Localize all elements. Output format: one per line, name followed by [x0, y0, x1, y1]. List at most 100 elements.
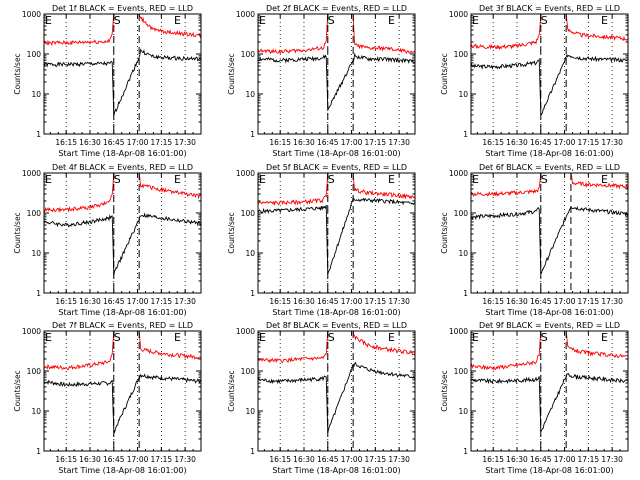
start-marker: E: [259, 173, 266, 186]
x-tick-label: 16:45: [530, 138, 552, 147]
end-marker: E: [601, 331, 608, 344]
x-axis-label: Start Time (18-Apr-08 16:01:00): [58, 466, 186, 475]
x-tick-label: 17:00: [127, 138, 149, 147]
x-tick-label: 17:15: [365, 297, 387, 306]
end-marker: E: [174, 331, 181, 344]
panel-title: Det 5f BLACK = Events, RED = LLD: [266, 163, 407, 172]
plot-frame: [43, 330, 202, 452]
y-tick-label: 100: [241, 209, 256, 218]
x-axis-label: Start Time (18-Apr-08 16:01:00): [272, 308, 400, 317]
plot-frame: [470, 330, 629, 452]
end-marker: E: [174, 14, 181, 27]
x-tick-label: 17:00: [127, 455, 149, 464]
y-tick-label: 1: [36, 289, 41, 298]
y-tick-label: 1000: [449, 10, 468, 19]
start-marker: E: [472, 173, 479, 186]
y-tick-label: 100: [454, 50, 469, 59]
x-axis-label: Start Time (18-Apr-08 16:01:00): [272, 466, 400, 475]
saa-marker: S: [328, 173, 335, 186]
saa-marker: S: [114, 14, 121, 27]
plot-frame: [257, 172, 416, 294]
panel-title: Det 6f BLACK = Events, RED = LLD: [479, 163, 620, 172]
y-tick-label: 1: [250, 130, 255, 139]
start-marker: E: [472, 14, 479, 27]
y-axis-label: Counts/sec: [227, 212, 236, 253]
y-axis-label: Counts/sec: [440, 212, 449, 253]
events-series-line: [470, 53, 629, 116]
x-axis-label: Start Time (18-Apr-08 16:01:00): [58, 149, 186, 158]
x-tick-label: 17:30: [388, 455, 410, 464]
y-tick-label: 1: [463, 289, 468, 298]
x-tick-label: 16:15: [482, 297, 504, 306]
x-tick-label: 17:30: [388, 138, 410, 147]
x-tick-label: 16:30: [293, 138, 315, 147]
x-tick-label: 17:00: [341, 455, 363, 464]
panel-title: Det 9f BLACK = Events, RED = LLD: [479, 321, 620, 330]
y-axis-label: Counts/sec: [227, 53, 236, 94]
x-tick-label: 17:15: [578, 138, 600, 147]
end-marker: E: [388, 14, 395, 27]
plot-frame: [470, 172, 629, 294]
saa-marker: S: [328, 14, 335, 27]
saa-marker: S: [541, 173, 548, 186]
x-tick-label: 16:45: [103, 455, 125, 464]
x-tick-label: 17:15: [578, 455, 600, 464]
chart-panel-2: Det 2f BLACK = Events, RED = LLD 16:15 16:…: [227, 4, 416, 158]
x-axis-label: Start Time (18-Apr-08 16:01:00): [485, 149, 613, 158]
y-axis-label: Counts/sec: [227, 370, 236, 411]
start-marker: E: [45, 14, 52, 27]
y-tick-label: 10: [245, 90, 255, 99]
events-series-line: [470, 205, 629, 275]
x-tick-label: 16:15: [269, 138, 291, 147]
events-series-line: [43, 373, 202, 434]
y-tick-label: 1: [36, 130, 41, 139]
events-series-line: [43, 48, 202, 116]
end-marker: E: [388, 331, 395, 344]
x-tick-label: 16:30: [79, 138, 101, 147]
y-tick-label: 1: [463, 447, 468, 456]
start-marker: E: [45, 331, 52, 344]
x-tick-label: 17:30: [601, 297, 623, 306]
saa-marker: S: [328, 331, 335, 344]
x-tick-label: 17:30: [174, 297, 196, 306]
y-tick-label: 1000: [236, 327, 255, 336]
x-tick-label: 17:15: [365, 138, 387, 147]
y-axis-label: Counts/sec: [13, 370, 22, 411]
y-tick-label: 10: [31, 407, 41, 416]
y-axis-label: Counts/sec: [13, 53, 22, 94]
x-tick-label: 17:00: [554, 455, 576, 464]
y-tick-label: 10: [245, 407, 255, 416]
x-tick-label: 17:00: [554, 297, 576, 306]
panel-title: Det 3f BLACK = Events, RED = LLD: [479, 4, 620, 13]
x-tick-label: 17:15: [151, 455, 173, 464]
x-tick-label: 16:45: [103, 297, 125, 306]
x-axis-label: Start Time (18-Apr-08 16:01:00): [485, 466, 613, 475]
y-tick-label: 1000: [22, 10, 41, 19]
plot-frame: [257, 330, 416, 452]
y-tick-label: 10: [31, 90, 41, 99]
x-tick-label: 17:00: [554, 138, 576, 147]
start-marker: E: [472, 331, 479, 344]
x-axis-label: Start Time (18-Apr-08 16:01:00): [272, 149, 400, 158]
panel-title: Det 2f BLACK = Events, RED = LLD: [266, 4, 407, 13]
y-axis-label: Counts/sec: [440, 370, 449, 411]
x-tick-label: 16:30: [506, 455, 528, 464]
y-tick-label: 1000: [236, 169, 255, 178]
x-tick-label: 17:30: [388, 297, 410, 306]
y-tick-label: 1000: [236, 10, 255, 19]
events-series-line: [43, 212, 202, 276]
y-tick-label: 10: [458, 407, 468, 416]
x-tick-label: 16:45: [103, 138, 125, 147]
x-tick-label: 17:00: [341, 138, 363, 147]
y-axis-label: Counts/sec: [440, 53, 449, 94]
y-tick-label: 1: [250, 447, 255, 456]
x-tick-label: 16:30: [79, 297, 101, 306]
x-axis-label: Start Time (18-Apr-08 16:01:00): [58, 308, 186, 317]
x-tick-label: 16:15: [269, 297, 291, 306]
y-tick-label: 100: [454, 367, 469, 376]
start-marker: E: [259, 14, 266, 27]
